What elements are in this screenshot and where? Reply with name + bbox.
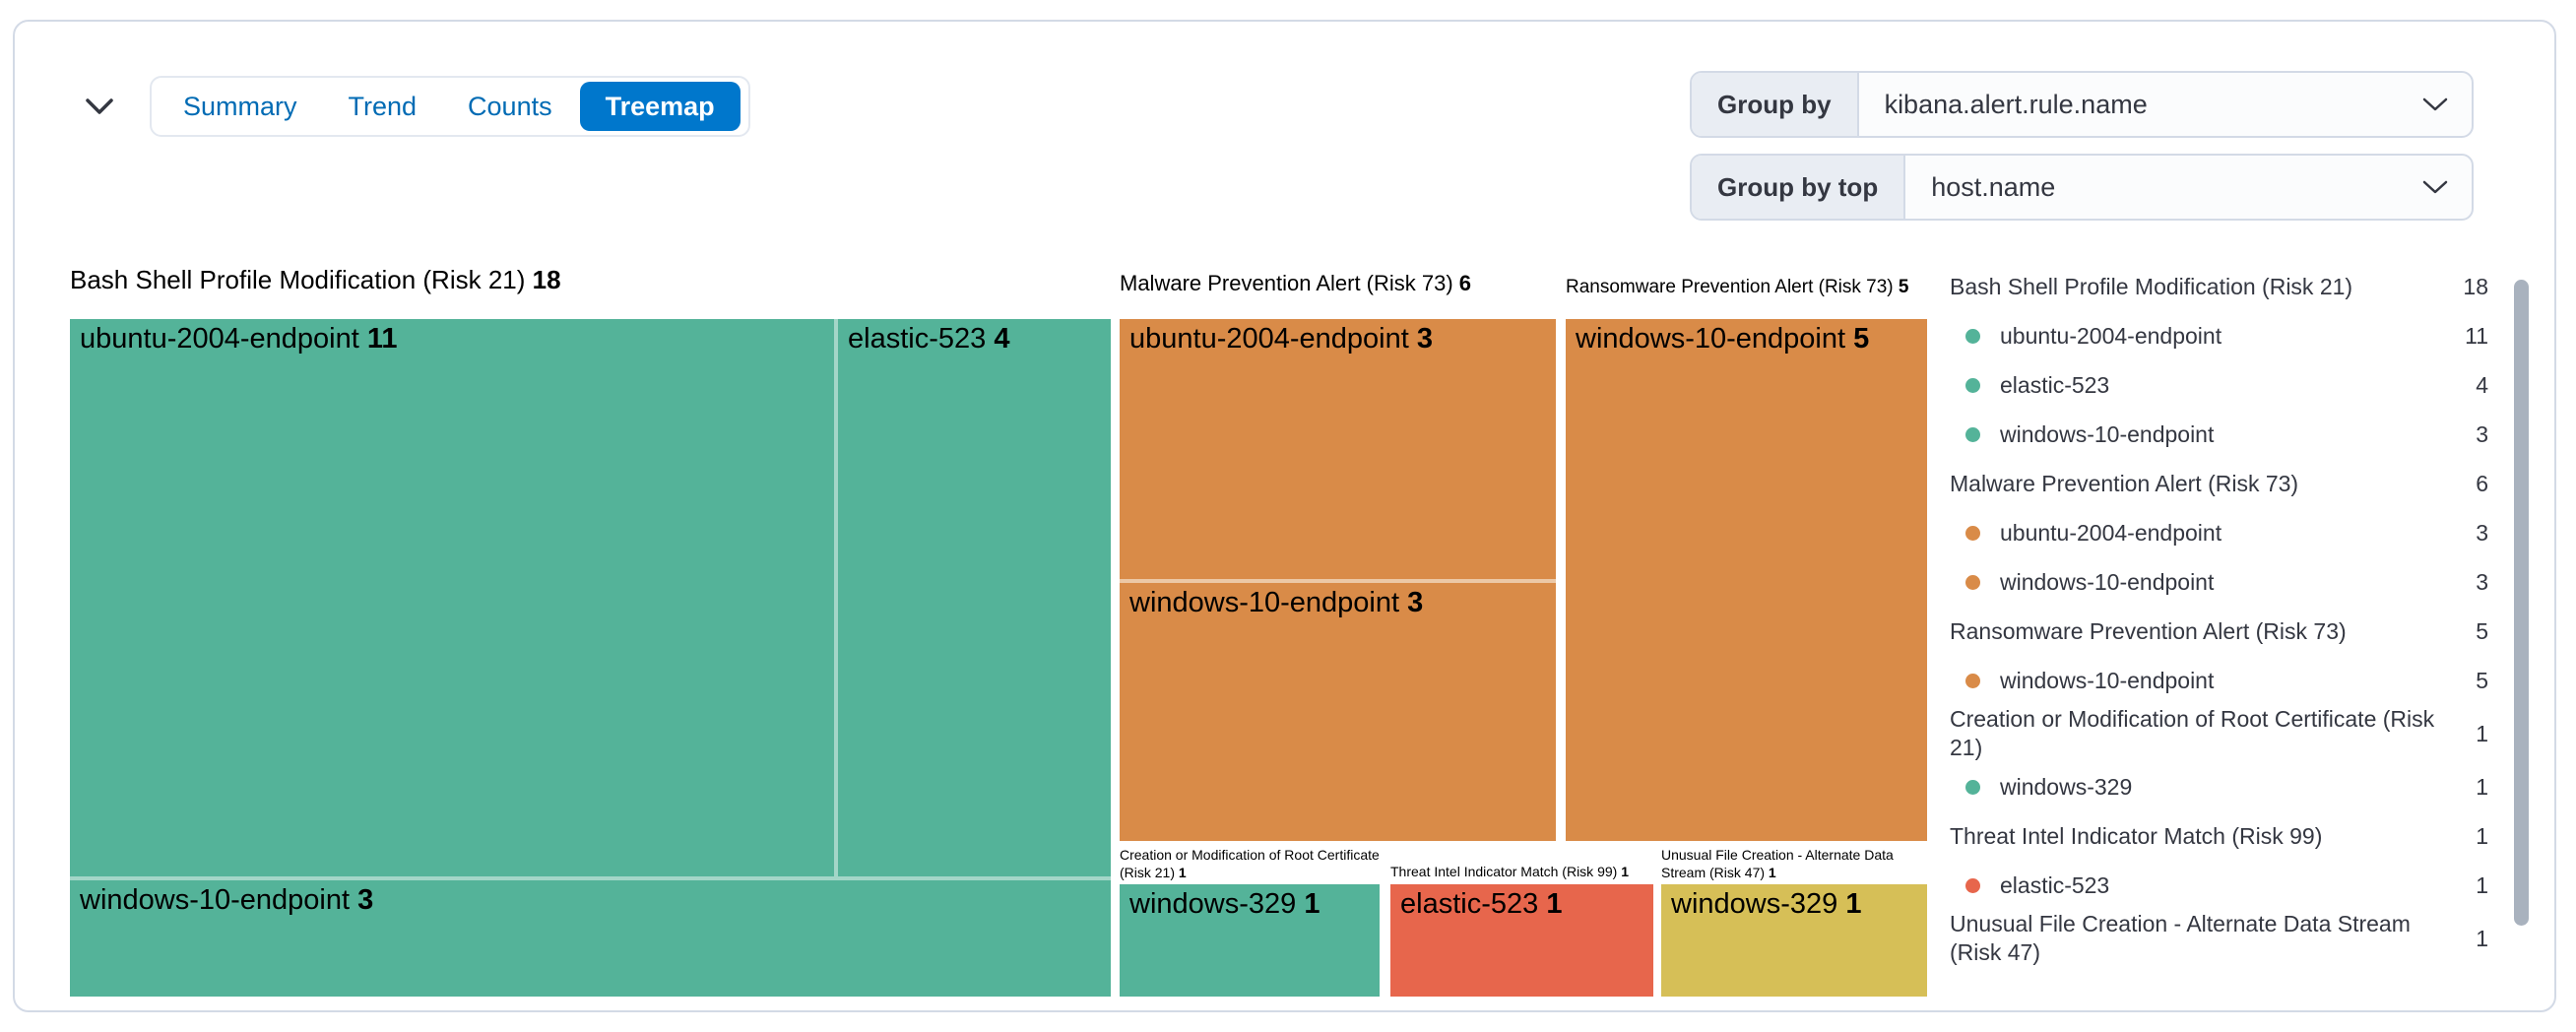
legend-item-label: windows-329	[1950, 773, 2476, 802]
treemap-group-title: Ransomware Prevention Alert (Risk 73) 5	[1566, 277, 1909, 297]
legend-group-count: 1	[2476, 822, 2488, 849]
tab-trend[interactable]: Trend	[348, 92, 418, 121]
legend-group-label: Malware Prevention Alert (Risk 73)	[1950, 470, 2299, 496]
group-by-control[interactable]: Group by kibana.alert.rule.name	[1690, 71, 2474, 138]
tab-counts[interactable]: Counts	[468, 92, 552, 121]
legend-item-row[interactable]: windows-10-endpoint 3	[1950, 557, 2488, 607]
legend-item-label: ubuntu-2004-endpoint	[1950, 519, 2476, 548]
legend-color-dot-icon	[1965, 377, 1980, 393]
treemap-cell[interactable]: ubuntu-2004-endpoint 3	[1120, 319, 1556, 579]
legend-item-label: windows-10-endpoint	[1950, 568, 2476, 597]
treemap-cell[interactable]: elastic-523 1	[1390, 884, 1653, 997]
treemap-group-title: Bash Shell Profile Modification (Risk 21…	[70, 265, 561, 294]
legend-group-row[interactable]: Malware Prevention Alert (Risk 73) 6	[1950, 459, 2488, 508]
legend-group-label: Ransomware Prevention Alert (Risk 73)	[1950, 617, 2347, 644]
chevron-down-icon[interactable]	[2422, 156, 2472, 219]
treemap-group-title: Creation or Modification of Root Certifi…	[1120, 847, 1380, 880]
treemap-cell[interactable]: windows-329 1	[1661, 884, 1927, 997]
legend-item-row[interactable]: elastic-523 4	[1950, 360, 2488, 410]
legend-group-count: 18	[2463, 273, 2488, 299]
legend-group-count: 6	[2476, 470, 2488, 496]
treemap-cell[interactable]: windows-329 1	[1120, 884, 1380, 997]
collapse-button[interactable]	[76, 85, 123, 128]
chevron-down-icon[interactable]	[2422, 73, 2472, 136]
legend-item-label: windows-10-endpoint	[1950, 667, 2476, 695]
legend-item-row[interactable]: windows-10-endpoint 3	[1950, 410, 2488, 459]
legend-item-count: 3	[2476, 420, 2488, 447]
legend-item-count: 1	[2476, 773, 2488, 800]
legend-item-row[interactable]: elastic-523 1	[1950, 861, 2488, 910]
legend-item-label: elastic-523	[1950, 371, 2476, 400]
legend-item-label: windows-10-endpoint	[1950, 420, 2476, 449]
legend-color-dot-icon	[1965, 426, 1980, 442]
group-by-top-value[interactable]: host.name	[1931, 171, 2056, 202]
legend-color-dot-icon	[1965, 525, 1980, 541]
legend-group-label: Creation or Modification of Root Certifi…	[1950, 706, 2435, 760]
treemap-cell[interactable]: ubuntu-2004-endpoint 11	[70, 319, 834, 876]
tab-treemap[interactable]: Treemap	[579, 82, 741, 131]
chevron-down-icon	[86, 98, 113, 114]
legend-scrollbar[interactable]	[2514, 280, 2529, 926]
treemap-cell[interactable]: windows-10-endpoint 3	[70, 880, 1111, 997]
treemap-cell[interactable]: elastic-523 4	[838, 319, 1111, 876]
treemap-group-title: Unusual File Creation - Alternate Data S…	[1661, 847, 1894, 880]
treemap-group-title: Malware Prevention Alert (Risk 73) 6	[1120, 271, 1472, 295]
group-by-top-label: Group by top	[1692, 156, 1906, 219]
treemap-group-title: Threat Intel Indicator Match (Risk 99) 1	[1390, 864, 1629, 879]
group-by-label: Group by	[1692, 73, 1859, 136]
legend-group-row[interactable]: Ransomware Prevention Alert (Risk 73) 5	[1950, 607, 2488, 656]
legend-color-dot-icon	[1965, 574, 1980, 590]
legend-group-row[interactable]: Creation or Modification of Root Certifi…	[1950, 705, 2488, 762]
treemap-cell[interactable]: windows-10-endpoint 5	[1566, 319, 1927, 841]
legend-item-row[interactable]: windows-329 1	[1950, 762, 2488, 811]
legend-item-label: elastic-523	[1950, 871, 2476, 900]
alerts-panel: Summary Trend Counts Treemap Group by kiban…	[13, 20, 2556, 1012]
legend-group-count: 1	[2476, 720, 2488, 746]
treemap-cell[interactable]: windows-10-endpoint 3	[1120, 583, 1556, 841]
legend-group-label: Bash Shell Profile Modification (Risk 21…	[1950, 273, 2353, 299]
legend-group-label: Threat Intel Indicator Match (Risk 99)	[1950, 822, 2323, 849]
legend-item-row[interactable]: ubuntu-2004-endpoint 11	[1950, 311, 2488, 360]
legend-item-count: 5	[2476, 667, 2488, 693]
legend-color-dot-icon	[1965, 779, 1980, 795]
legend-color-dot-icon	[1965, 328, 1980, 344]
legend-item-count: 11	[2465, 322, 2488, 349]
legend-group-label: Unusual File Creation - Alternate Data S…	[1950, 911, 2411, 965]
legend-item-count: 1	[2476, 871, 2488, 898]
legend-item-count: 3	[2476, 568, 2488, 595]
legend-item-row[interactable]: windows-10-endpoint 5	[1950, 656, 2488, 705]
legend-item-row[interactable]: ubuntu-2004-endpoint 3	[1950, 508, 2488, 557]
legend-item-label: ubuntu-2004-endpoint	[1950, 322, 2465, 351]
legend-group-row[interactable]: Threat Intel Indicator Match (Risk 99) 1	[1950, 811, 2488, 861]
legend-item-count: 3	[2476, 519, 2488, 546]
legend-item-count: 4	[2476, 371, 2488, 398]
legend-color-dot-icon	[1965, 877, 1980, 893]
legend-group-row[interactable]: Unusual File Creation - Alternate Data S…	[1950, 910, 2488, 967]
legend-group-count: 5	[2476, 617, 2488, 644]
legend-color-dot-icon	[1965, 673, 1980, 688]
tab-summary[interactable]: Summary	[183, 92, 297, 121]
group-by-value[interactable]: kibana.alert.rule.name	[1884, 89, 2148, 119]
group-by-top-control[interactable]: Group by top host.name	[1690, 154, 2474, 221]
legend-group-row[interactable]: Bash Shell Profile Modification (Risk 21…	[1950, 262, 2488, 311]
tab-group: Summary Trend Counts Treemap	[150, 76, 750, 137]
legend-group-count: 1	[2476, 925, 2488, 951]
treemap-legend: Bash Shell Profile Modification (Risk 21…	[1950, 262, 2488, 967]
